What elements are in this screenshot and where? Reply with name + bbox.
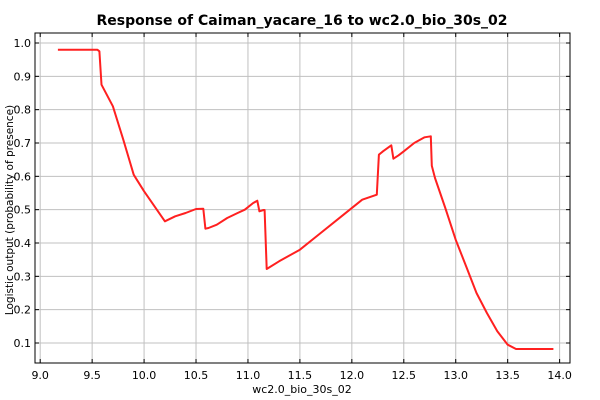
x-tick-label: 12.5 <box>392 369 417 382</box>
x-tick-label: 13.0 <box>443 369 468 382</box>
x-tick-label: 11.5 <box>288 369 313 382</box>
x-tick-label: 12.0 <box>340 369 365 382</box>
y-tick-label: 0.1 <box>14 337 32 350</box>
y-axis-label: Logistic output (probability of presence… <box>4 105 16 315</box>
grid-lines <box>35 33 570 363</box>
tick-labels: 9.0 9.5 10.0 10.5 11.0 11.5 12.0 12.5 13.0 13.5 14… <box>14 37 572 382</box>
plot-frame <box>34 32 571 364</box>
y-tick-label: 0.3 <box>14 270 32 283</box>
response-curve <box>57 48 554 350</box>
x-tick-label: 11.0 <box>236 369 261 382</box>
y-tick-label: 0.5 <box>14 204 32 217</box>
chart-title: Response of Caiman_yacare_16 to wc2.0_bi… <box>96 13 507 29</box>
y-tick-label: 1.0 <box>14 37 32 50</box>
x-axis-label: wc2.0_bio_30s_02 <box>252 383 352 396</box>
y-tick-label: 0.2 <box>14 304 32 317</box>
x-tick-label: 13.5 <box>495 369 520 382</box>
y-tick-label: 0.7 <box>14 137 32 150</box>
y-tick-label: 0.6 <box>14 170 32 183</box>
y-tick-label: 0.8 <box>14 104 32 117</box>
y-tick-label: 0.9 <box>14 70 32 83</box>
x-tick-label: 9.0 <box>31 369 49 382</box>
x-tick-label: 10.5 <box>184 369 209 382</box>
x-tick-label: 14.0 <box>547 369 572 382</box>
axis-ticks <box>35 33 570 363</box>
x-tick-label: 10.0 <box>132 369 157 382</box>
y-tick-label: 0.4 <box>14 237 32 250</box>
x-tick-label: 9.5 <box>83 369 101 382</box>
